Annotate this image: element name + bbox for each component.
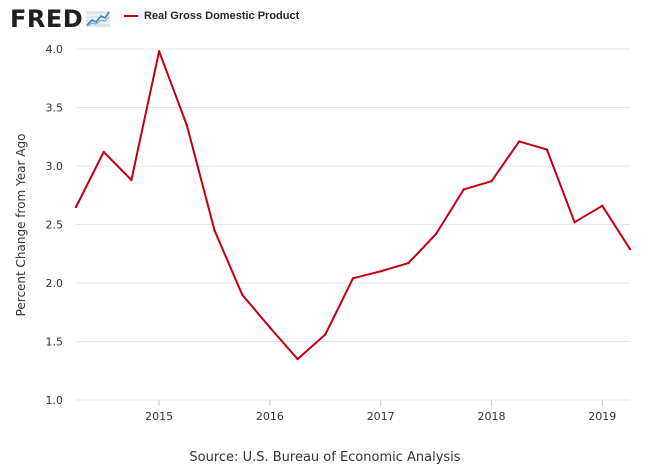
legend-label: Real Gross Domestic Product — [144, 10, 300, 22]
data-point — [213, 229, 216, 232]
x-tick-label: 2019 — [588, 410, 616, 423]
x-tick-label: 2017 — [367, 410, 395, 423]
y-tick-label: 4.0 — [46, 43, 64, 56]
y-tick-label: 2.0 — [46, 277, 64, 290]
y-tick-label: 2.5 — [46, 219, 64, 232]
data-point — [102, 150, 105, 154]
data-point — [545, 148, 549, 151]
grid-lines — [76, 48, 630, 401]
series-line — [75, 50, 631, 361]
data-point — [628, 247, 632, 251]
x-tick-label: 2016 — [256, 410, 284, 423]
data-point — [490, 180, 493, 183]
source-note: Source: U.S. Bureau of Economic Analysis — [189, 450, 461, 465]
legend-swatch — [124, 15, 138, 17]
chart-line-icon — [86, 11, 111, 27]
data-point — [324, 333, 327, 336]
data-point — [74, 205, 78, 209]
data-point — [407, 261, 410, 265]
data-point — [185, 123, 188, 127]
data-point — [379, 270, 382, 273]
y-axis-ticks: 1.0 1.5 2.0 2.5 3.0 3.5 4.0 — [46, 43, 64, 407]
data-point — [518, 140, 521, 143]
series-layer — [74, 50, 632, 361]
y-tick-label: 1.0 — [46, 394, 64, 407]
x-tick-label: 2015 — [145, 410, 173, 423]
line-chart: 1.01.52.02.53.03.54.0 2015 2016 2017 2018 20… — [14, 43, 632, 423]
y-tick-label: 3.0 — [46, 160, 64, 173]
data-point — [573, 220, 576, 224]
data-point — [434, 232, 438, 236]
chart-legend[interactable]: Real Gross Domestic Product — [124, 10, 299, 22]
data-point — [462, 188, 465, 191]
x-tick-label: 2018 — [478, 410, 506, 423]
chart-header: FRED Real Gross Domestic Product — [0, 0, 650, 40]
y-tick-label: 1.5 — [46, 336, 64, 349]
data-point — [351, 277, 355, 280]
data-point — [601, 204, 604, 207]
data-point — [241, 293, 244, 296]
y-tick-label: 3.5 — [46, 102, 64, 115]
fred-logo[interactable]: FRED — [10, 5, 111, 33]
data-point — [296, 357, 299, 361]
y-axis-label: Percent Change from Year Ago — [14, 134, 28, 317]
fred-logo-text: FRED — [10, 5, 84, 33]
data-point — [268, 326, 272, 329]
data-point — [157, 50, 161, 53]
x-axis-ticks: 2015 2016 2017 2018 2019 — [145, 400, 616, 423]
data-point — [130, 178, 133, 182]
